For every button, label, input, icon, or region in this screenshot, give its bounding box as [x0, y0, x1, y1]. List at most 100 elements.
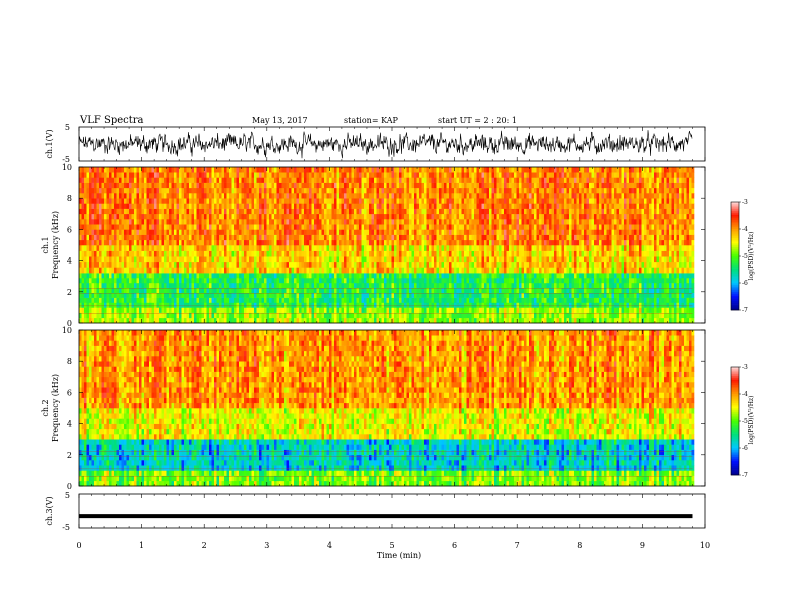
spectrogram-cell — [237, 219, 240, 225]
spectrogram-cell — [94, 209, 97, 215]
spectrogram-cell — [107, 167, 110, 173]
spectrogram-cell — [394, 283, 397, 288]
spectrogram-cell — [359, 283, 362, 288]
spectrogram-cell — [354, 203, 357, 209]
spectrogram-cell — [82, 172, 85, 178]
spectrogram-cell — [184, 273, 187, 278]
spectrogram-cell — [429, 177, 432, 183]
spectrogram-cell — [272, 298, 275, 303]
spectrogram-cell — [274, 283, 277, 288]
spectrogram-cell — [112, 198, 115, 204]
spectrogram-cell — [484, 188, 487, 194]
spectrogram-cell — [394, 183, 397, 189]
spectrogram-cell — [382, 214, 385, 220]
spectrogram-cell — [179, 198, 182, 204]
spectrogram-cell — [149, 262, 152, 268]
spectrogram-cell — [364, 268, 367, 274]
spectrogram-cell — [427, 224, 430, 230]
spectrogram-cell — [347, 224, 350, 230]
spectrogram-cell — [437, 278, 440, 283]
spectrogram-cell — [257, 273, 260, 278]
spectrogram-cell — [107, 219, 110, 225]
spectrogram-cell — [479, 229, 482, 235]
spectrogram-cell — [132, 193, 135, 199]
spectrogram-cell — [209, 203, 212, 209]
spectrogram-cell — [442, 203, 445, 209]
spectrogram-cell — [327, 318, 330, 324]
spectrogram-cell — [202, 183, 205, 189]
spectrogram-cell — [332, 183, 335, 189]
spectrogram-cell — [182, 224, 185, 230]
spectrogram-cell — [322, 224, 325, 230]
spectrogram-cell — [192, 273, 195, 278]
spectrogram-cell — [409, 209, 412, 215]
spectrogram-cell — [214, 298, 217, 303]
spectrogram-cell — [422, 251, 425, 257]
spectrogram-cell — [132, 256, 135, 262]
spectrogram-cell — [334, 183, 337, 189]
spectrogram-cell — [407, 219, 410, 225]
spectrogram-cell — [394, 214, 397, 220]
spectrogram-cell — [207, 240, 210, 246]
spectrogram-cell — [169, 188, 172, 194]
spectrogram-cell — [279, 209, 282, 215]
spectrogram-cell — [187, 177, 190, 183]
spectrogram-cell — [217, 307, 220, 313]
spectrogram-cell — [114, 268, 117, 274]
spectrogram-cell — [89, 245, 92, 251]
spectrogram-cell — [367, 251, 370, 257]
spectrogram-cell — [234, 188, 237, 194]
spectrogram-cell — [389, 188, 392, 194]
spectrogram-cell — [362, 268, 365, 274]
spectrogram-cell — [272, 224, 275, 230]
spectrogram-cell — [192, 235, 195, 241]
spectrogram-cell — [284, 262, 287, 268]
spectrogram-cell — [444, 283, 447, 288]
spectrogram-cell — [194, 209, 197, 215]
spectrogram-cell — [262, 240, 265, 246]
spectrogram-cell — [99, 167, 102, 173]
spectrogram-cell — [89, 172, 92, 178]
spectrogram-cell — [482, 256, 485, 262]
spectrogram-cell — [157, 240, 160, 246]
spectrogram-cell — [282, 303, 285, 308]
spectrogram-cell — [219, 245, 222, 251]
spectrogram-cell — [287, 240, 290, 246]
spectrogram-cell — [429, 224, 432, 230]
spectrogram-cell — [209, 262, 212, 268]
spectrogram-cell — [229, 224, 232, 230]
spectrogram-cell — [149, 193, 152, 199]
spectrogram-cell — [244, 262, 247, 268]
spectrogram-cell — [129, 240, 132, 246]
spectrogram-cell — [287, 307, 290, 313]
spectrogram-cell — [342, 240, 345, 246]
spectrogram-cell — [472, 224, 475, 230]
spectrogram-cell — [397, 172, 400, 178]
spectrogram-cell — [202, 224, 205, 230]
spectrogram-cell — [399, 198, 402, 204]
spectrogram-cell — [234, 303, 237, 308]
spectrogram-cell — [169, 235, 172, 241]
spectrogram-cell — [377, 318, 380, 324]
spectrogram-cell — [222, 251, 225, 257]
spectrogram-cell — [312, 224, 315, 230]
spectrogram-cell — [387, 245, 390, 251]
spectrogram-cell — [447, 188, 450, 194]
spectrogram-cell — [307, 235, 310, 241]
spectrogram-cell — [112, 240, 115, 246]
spectrogram-cell — [152, 209, 155, 215]
spectrogram-cell — [182, 278, 185, 283]
spectrogram-cell — [119, 283, 122, 288]
spectrogram-cell — [244, 214, 247, 220]
spectrogram-cell — [489, 198, 492, 204]
spectrogram-cell — [187, 235, 190, 241]
spectrogram-cell — [372, 188, 375, 194]
spectrogram-cell — [432, 198, 435, 204]
spectrogram-cell — [322, 198, 325, 204]
spectrogram-cell — [337, 262, 340, 268]
spectrogram-cell — [137, 209, 140, 215]
spectrogram-cell — [462, 318, 465, 324]
spectrogram-cell — [272, 251, 275, 257]
spectrogram-cell — [129, 298, 132, 303]
spectrogram-cell — [219, 203, 222, 209]
